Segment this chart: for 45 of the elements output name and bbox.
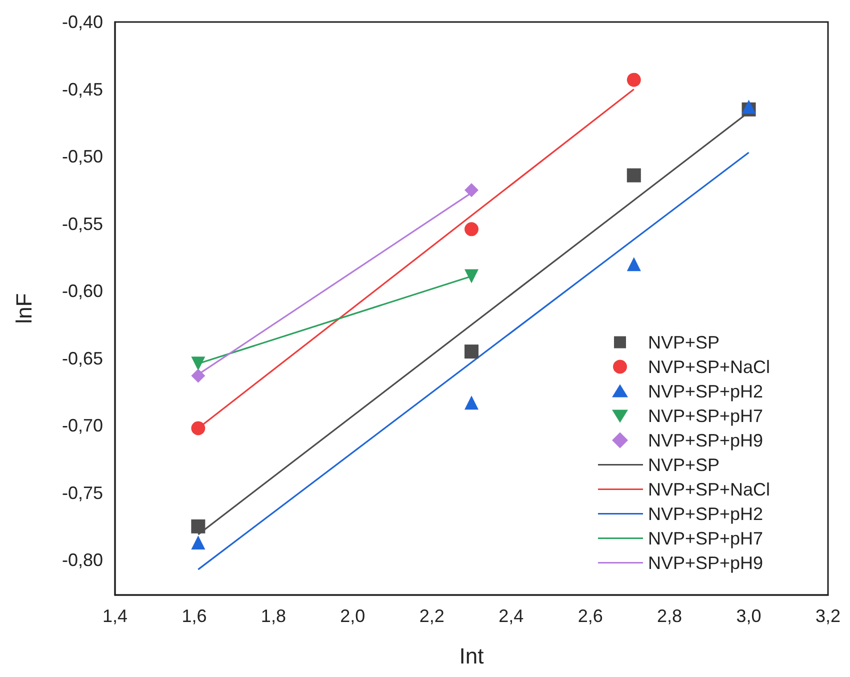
x-tick-label: 3,0	[736, 606, 762, 626]
point	[626, 72, 641, 87]
point	[464, 222, 478, 236]
point	[191, 368, 206, 383]
y-tick-label: -0,80	[62, 550, 103, 570]
point	[191, 519, 206, 534]
y-tick-label: -0,50	[62, 146, 103, 167]
x-axis-title: Int	[459, 644, 484, 668]
legend-label: NVP+SP+NaCl	[648, 479, 770, 500]
y-tick-label: -0,70	[62, 416, 103, 436]
x-tick-label: 2,8	[657, 606, 682, 626]
y-tick-label: -0,45	[62, 79, 103, 100]
point	[191, 536, 206, 550]
x-tick-label: 2,0	[340, 606, 366, 626]
x-tick-label: 1,6	[182, 606, 207, 626]
point	[464, 183, 478, 198]
x-tick-label: 3,2	[815, 606, 841, 626]
legend-label: NVP+SP+pH2	[648, 381, 764, 402]
legend-label: NVP+SP	[648, 332, 720, 352]
y-tick-label: -0,60	[62, 281, 103, 302]
x-tick-label: 2,6	[578, 606, 603, 626]
y-tick-label: -0,65	[62, 348, 103, 368]
point	[191, 356, 206, 371]
legend-label: NVP+SP+pH2	[648, 504, 764, 524]
x-tick-label: 1,8	[260, 606, 286, 626]
legend-label: NVP+SP+pH9	[648, 552, 764, 573]
legend-label: NVP+SP+pH7	[648, 406, 764, 426]
y-axis-title: lnF	[12, 293, 36, 324]
point	[191, 421, 206, 436]
point	[464, 269, 478, 284]
point	[742, 100, 756, 114]
legend-label: NVP+SP+pH7	[648, 528, 764, 548]
y-tick-label: -0,55	[62, 214, 103, 234]
legend-label: NVP+SP	[648, 454, 720, 475]
legend-label: NVP+SP+pH9	[648, 430, 764, 450]
point	[626, 168, 641, 182]
y-tick-label: -0,40	[62, 12, 103, 32]
x-tick-label: 2,2	[419, 606, 444, 626]
point	[464, 396, 478, 410]
x-tick-label: 2,4	[498, 606, 524, 626]
y-tick-label: -0,75	[62, 482, 103, 503]
point	[464, 344, 478, 359]
point	[626, 257, 641, 272]
x-tick-label: 1,4	[102, 606, 128, 626]
legend-label: NVP+SP+NaCl	[648, 356, 770, 377]
